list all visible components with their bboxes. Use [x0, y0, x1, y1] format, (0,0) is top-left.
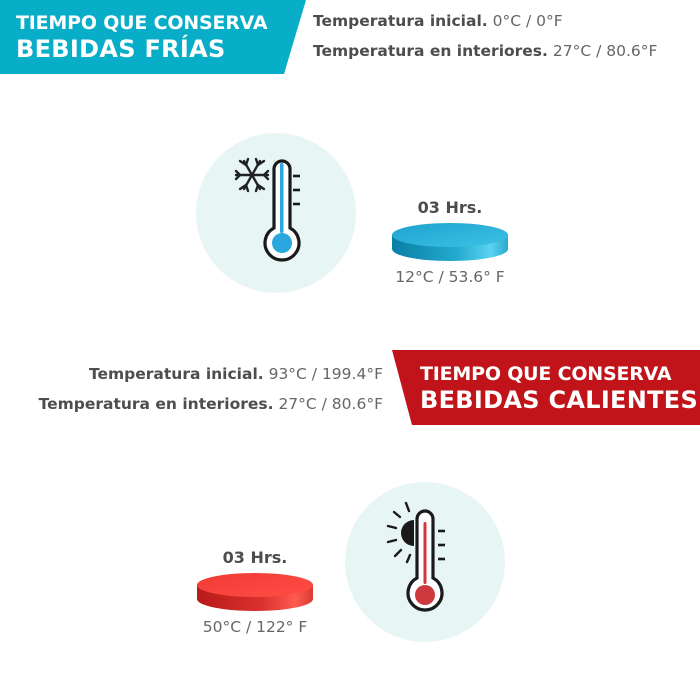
hot-indoor-label: Temperatura en interiores. [38, 395, 274, 413]
cold-final-temp: 12°C / 53.6° F [395, 268, 505, 286]
cold-result: 03 Hrs. 12°C / 53.6° F [386, 197, 514, 287]
hot-icon-circle [345, 482, 505, 642]
hot-initial-value: 93°C / 199.4°F [268, 365, 383, 383]
hot-indoor-value: 27°C / 80.6°F [278, 395, 383, 413]
cold-icon-circle [196, 133, 356, 293]
hot-conditions: Temperatura inicial. 93°C / 199.4°F Temp… [39, 359, 383, 419]
hot-initial-label: Temperatura inicial. [88, 365, 264, 383]
hot-banner-line2: BEBIDAS CALIENTES [420, 385, 699, 414]
cold-initial-temp: Temperatura inicial. 0°C / 0°F [313, 6, 657, 36]
cold-indoor-value: 27°C / 80.6°F [552, 42, 658, 60]
hot-drinks-banner: TIEMPO QUE CONSERVA BEBIDAS CALIENTES [392, 350, 700, 425]
cold-initial-value: 0°C / 0°F [492, 12, 563, 30]
cold-indoor-temp: Temperatura en interiores. 27°C / 80.6°F [313, 36, 657, 66]
hot-indoor-temp: Temperatura en interiores. 27°C / 80.6°F [39, 389, 383, 419]
cold-conditions: Temperatura inicial. 0°C / 0°F Temperatu… [313, 6, 657, 66]
cold-duration: 03 Hrs. [417, 198, 483, 217]
hot-duration: 03 Hrs. [222, 548, 288, 567]
hot-result: 03 Hrs. 50°C / 122° F [190, 547, 320, 637]
cold-banner-line1: TIEMPO QUE CONSERVA [16, 12, 268, 34]
thermometer-sun-icon [386, 501, 445, 612]
hot-final-temp: 50°C / 122° F [202, 618, 308, 636]
cold-banner-line2: BEBIDAS FRÍAS [16, 35, 226, 63]
cold-indoor-label: Temperatura en interiores. [313, 42, 548, 60]
thermometer-snowflake-icon [234, 157, 301, 262]
cold-initial-label: Temperatura inicial. [313, 12, 488, 30]
cold-disc-icon [392, 223, 508, 261]
cold-drinks-banner: TIEMPO QUE CONSERVA BEBIDAS FRÍAS [0, 0, 306, 74]
hot-banner-line1: TIEMPO QUE CONSERVA [420, 362, 672, 385]
hot-disc-icon [197, 573, 313, 611]
hot-initial-temp: Temperatura inicial. 93°C / 199.4°F [39, 359, 383, 389]
